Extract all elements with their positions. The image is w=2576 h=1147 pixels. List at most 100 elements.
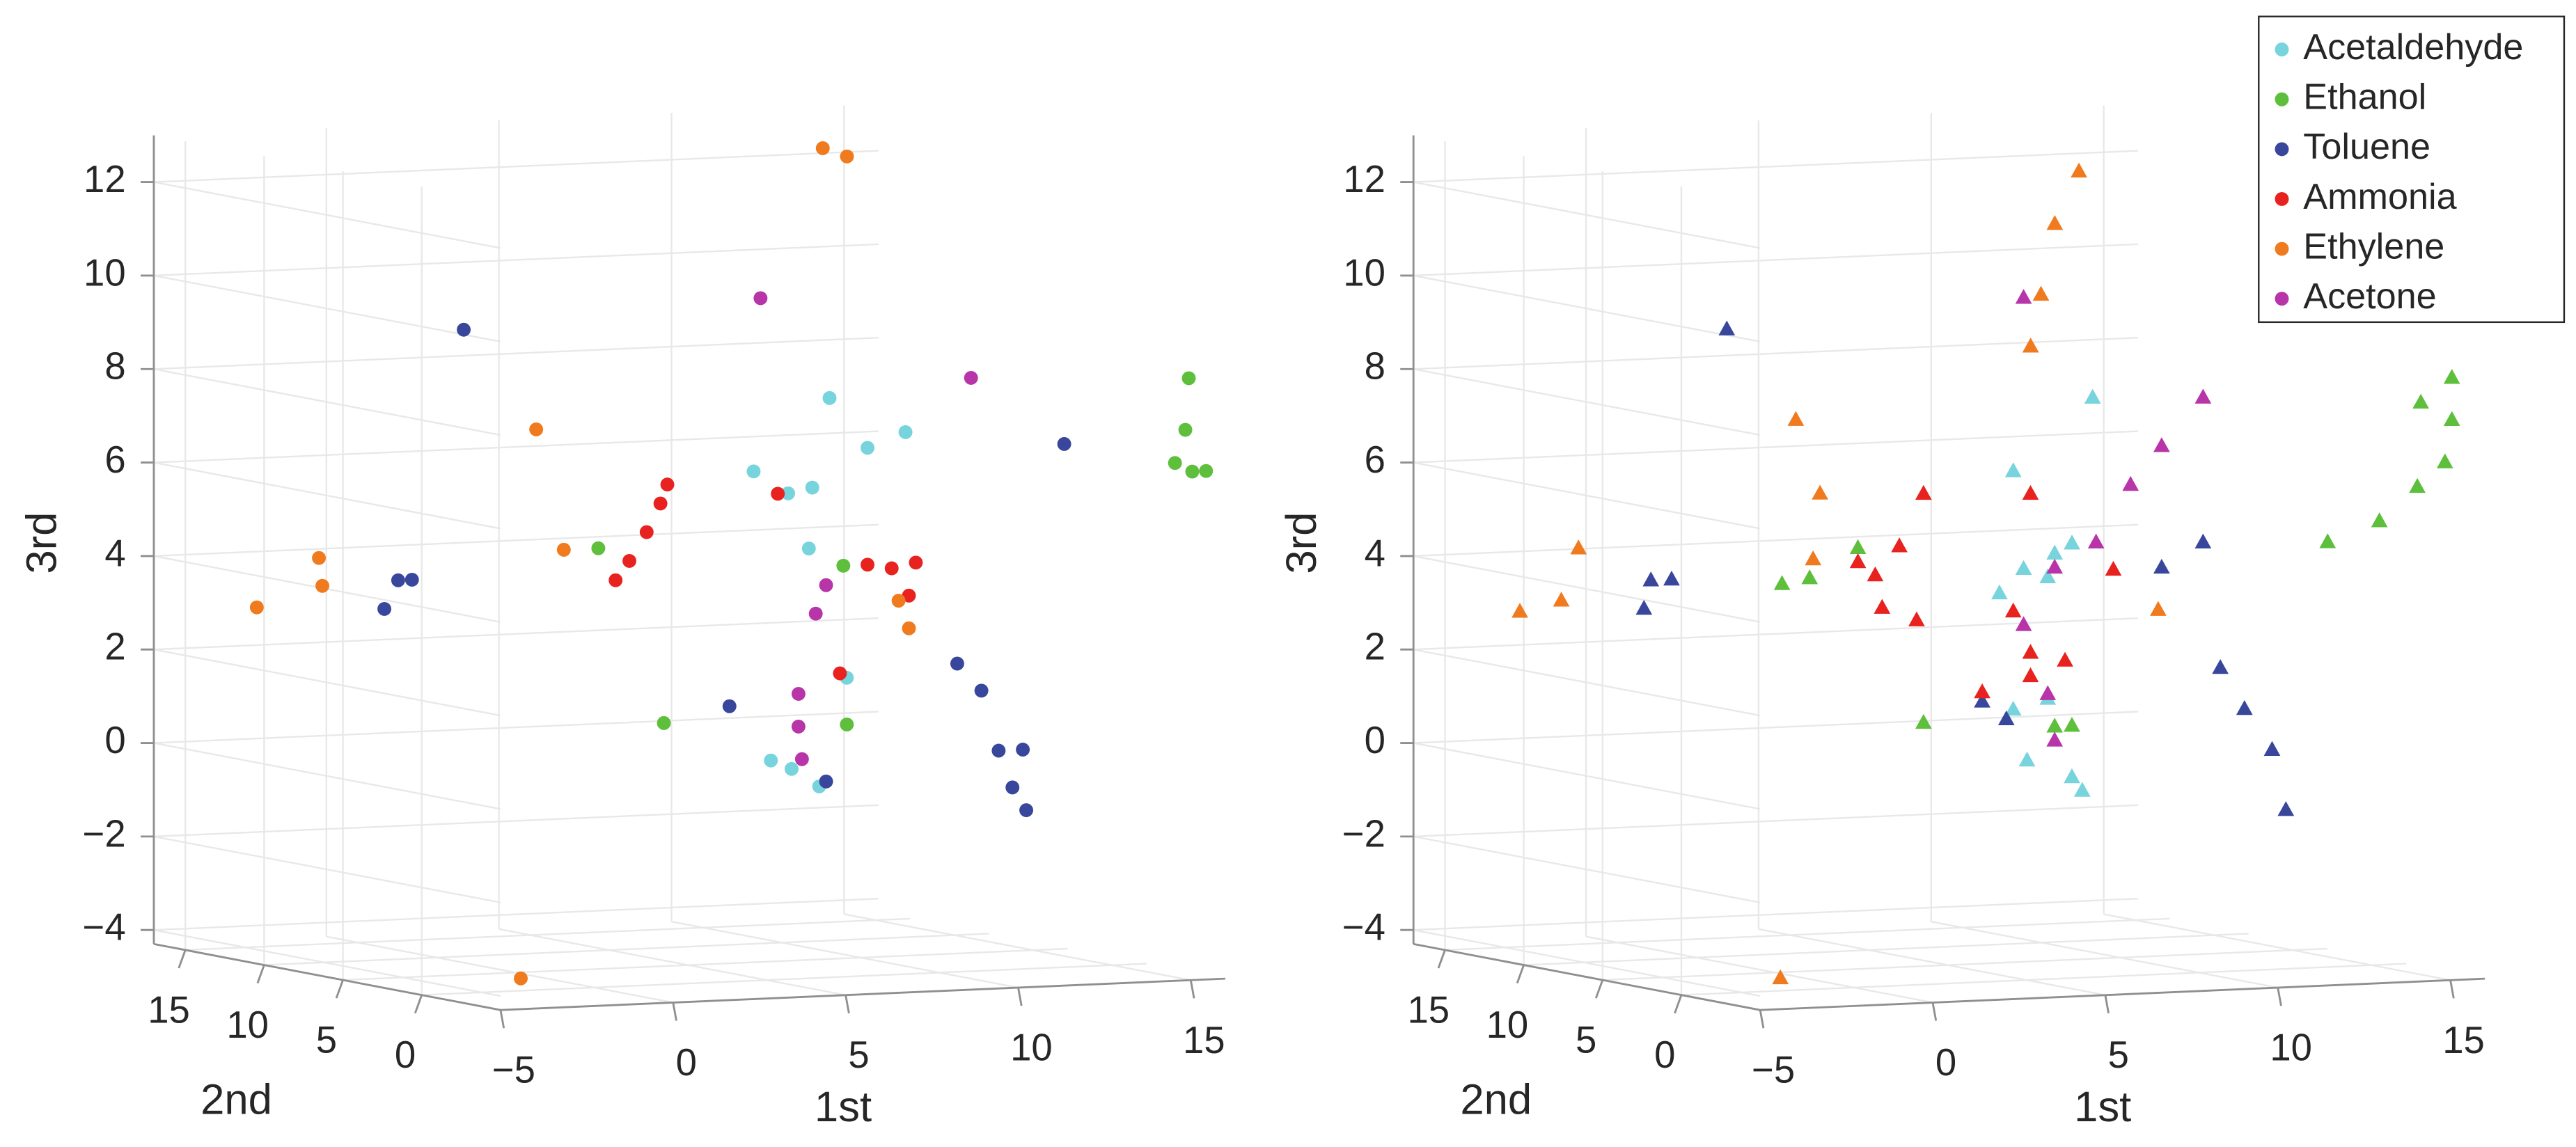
grid-line	[844, 913, 1191, 981]
z-tick-label: −4	[83, 906, 126, 949]
z-axis-label: 3rd	[18, 512, 66, 574]
grid-line	[153, 804, 879, 838]
grid-line	[1413, 804, 2139, 838]
grid-line	[1931, 920, 2278, 989]
point	[2194, 533, 2212, 549]
z-tick-label: −2	[83, 812, 126, 855]
point	[315, 578, 329, 593]
x-tick-label: 10	[1010, 1027, 1053, 1069]
point	[2022, 644, 2039, 659]
point	[964, 370, 978, 385]
grid-line	[1413, 523, 2139, 557]
x-tick-label: −5	[492, 1049, 535, 1091]
point	[405, 572, 419, 587]
grid-line	[326, 935, 673, 1004]
legend: Acetaldehyde Ethanol Toluene Ammonia Ethylen…	[2258, 15, 2566, 324]
point	[974, 683, 989, 698]
grid-line	[153, 461, 501, 530]
legend-marker	[2275, 142, 2289, 157]
point	[591, 541, 606, 555]
point	[2046, 558, 2064, 574]
y-tick	[1595, 979, 1604, 999]
y-tick-label: 0	[395, 1034, 416, 1076]
grid-line	[1413, 742, 1761, 810]
point	[1185, 464, 1200, 479]
legend-label: Ammonia	[2303, 177, 2456, 217]
point	[902, 588, 916, 603]
point	[2004, 602, 2022, 618]
legend-label: Acetaldehyde	[2303, 27, 2523, 68]
point	[833, 666, 847, 681]
point	[2412, 393, 2429, 409]
grid-line	[1413, 835, 1761, 903]
z-tick-label: 2	[104, 626, 125, 668]
point	[2064, 535, 2080, 550]
point	[2057, 651, 2073, 667]
point	[1570, 539, 1587, 555]
point	[805, 480, 819, 495]
grid-line	[1523, 933, 2249, 966]
point	[2032, 285, 2050, 301]
grid-line	[343, 947, 1068, 981]
y-tick-label: 15	[1407, 988, 1450, 1031]
point	[1849, 553, 1867, 569]
point	[1997, 710, 2015, 726]
z-tick-label: 10	[84, 251, 126, 294]
point	[791, 686, 806, 701]
legend-marker	[2275, 292, 2289, 306]
z-tick-label: 4	[1365, 532, 1385, 574]
y-axis-label: 2nd	[201, 1075, 272, 1123]
point	[391, 573, 405, 587]
point	[1772, 969, 1789, 985]
grid-line	[153, 181, 501, 249]
x-tick	[2104, 995, 2110, 1014]
grid-line	[153, 835, 501, 903]
grid-line	[671, 920, 1019, 989]
point	[2087, 533, 2105, 548]
y-tick	[178, 949, 187, 969]
grid-line	[153, 711, 879, 744]
point	[2371, 512, 2388, 528]
point	[622, 554, 636, 568]
point	[909, 555, 923, 570]
grid-line	[1681, 963, 2407, 996]
grid-line	[1413, 430, 2139, 464]
legend-label: Toluene	[2303, 127, 2430, 167]
grid-line	[1413, 150, 2139, 183]
grid-line	[153, 617, 879, 651]
point	[753, 291, 768, 306]
point	[722, 699, 737, 713]
point	[1787, 411, 1805, 426]
point	[2071, 162, 2087, 177]
x-tick	[845, 995, 850, 1014]
grid-line	[1758, 928, 2106, 996]
z-tick-label: 10	[1343, 251, 1385, 294]
point	[836, 558, 851, 573]
point	[840, 149, 854, 164]
grid-line	[1413, 181, 1761, 249]
point	[2064, 717, 2080, 732]
point	[249, 600, 264, 615]
point	[1812, 484, 1828, 500]
z-tick-label: 6	[1365, 438, 1385, 481]
legend-marker	[2275, 192, 2289, 206]
point	[2319, 533, 2337, 548]
x-tick	[1759, 1009, 1765, 1029]
point	[1016, 743, 1030, 757]
point	[2153, 558, 2170, 574]
point	[2015, 560, 2032, 576]
point	[781, 486, 795, 500]
point	[746, 464, 761, 479]
y-axis	[1413, 942, 1761, 1011]
grid-line	[1413, 929, 1761, 997]
grid-line	[153, 929, 501, 997]
point	[898, 425, 913, 439]
grid-line	[185, 917, 911, 951]
point	[2084, 388, 2101, 404]
point	[1974, 683, 1990, 699]
point	[457, 322, 471, 337]
point	[1867, 566, 1884, 582]
x-tick	[499, 1009, 505, 1029]
grid-line	[1445, 917, 2170, 951]
